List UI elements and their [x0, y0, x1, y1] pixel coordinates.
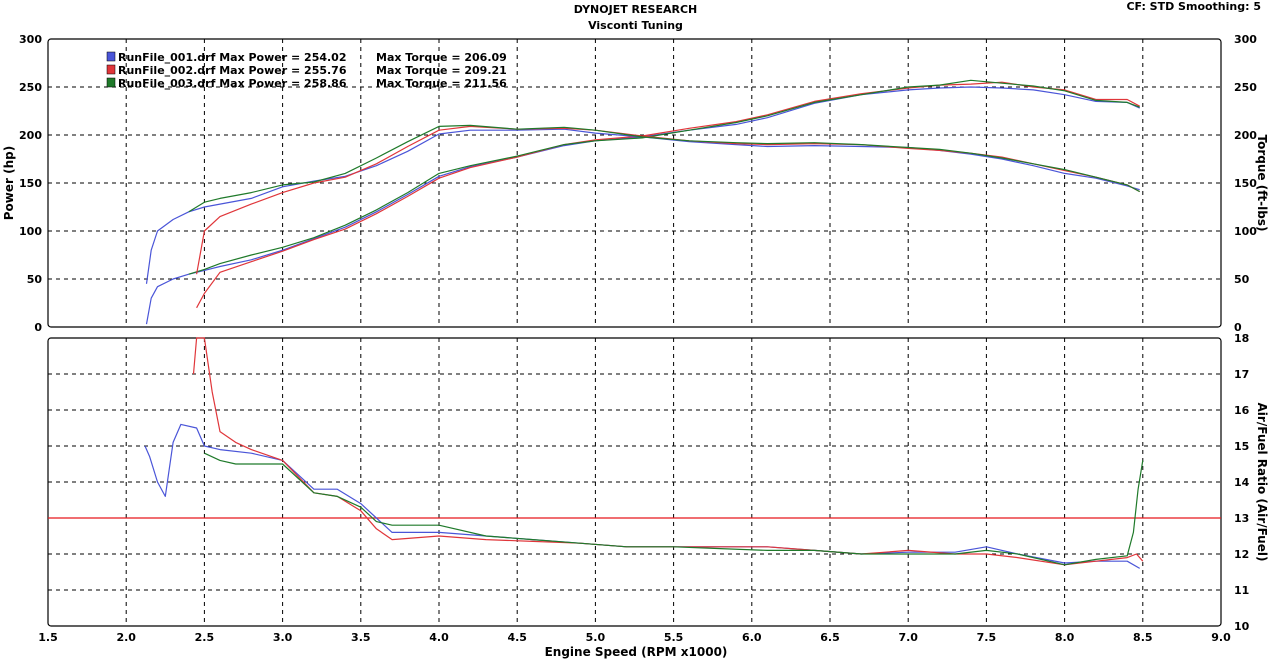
- xtick-label: 3.0: [273, 631, 293, 644]
- x-axis-label: Engine Speed (RPM x1000): [545, 645, 728, 659]
- afr-ytick-label: 18: [1234, 332, 1249, 345]
- legend-entry: RunFile_001.drf Max Power = 254.02: [118, 51, 347, 64]
- afr-ytick-label: 15: [1234, 440, 1249, 453]
- torque-ytick-label: 0: [1234, 321, 1242, 334]
- xtick-label: 7.5: [977, 631, 997, 644]
- torque-ytick-label: 300: [1234, 33, 1257, 46]
- run1-power-line: [145, 86, 1140, 325]
- xtick-label: 6.5: [820, 631, 840, 644]
- afr-ytick-label: 10: [1234, 620, 1250, 633]
- run3-afr-line: [204, 452, 1144, 566]
- legend-torque: Max Torque = 211.56: [376, 77, 507, 90]
- run1-afr-line: [144, 423, 1140, 569]
- xtick-label: 8.5: [1133, 631, 1153, 644]
- power-ytick-label: 50: [27, 273, 43, 286]
- afr-ytick-label: 17: [1234, 368, 1249, 381]
- power-ytick-label: 150: [19, 177, 42, 190]
- xtick-label: 3.5: [351, 631, 371, 644]
- xtick-label: 4.0: [429, 631, 449, 644]
- torque-ytick-label: 50: [1234, 273, 1250, 286]
- torque-ytick-label: 200: [1234, 129, 1257, 142]
- afr-ytick-label: 13: [1234, 512, 1249, 525]
- xtick-label: 5.5: [664, 631, 684, 644]
- legend-torque: Max Torque = 209.21: [376, 64, 507, 77]
- afr-ytick-label: 16: [1234, 404, 1250, 417]
- legend-swatch: [106, 51, 116, 62]
- power-axis-label: Power (hp): [2, 146, 16, 220]
- chart-title: DYNOJET RESEARCH: [573, 3, 698, 16]
- xtick-label: 6.0: [742, 631, 762, 644]
- power-ytick-label: 100: [19, 225, 42, 238]
- torque-ytick-label: 150: [1234, 177, 1257, 190]
- afr-ytick-label: 11: [1234, 584, 1249, 597]
- xtick-label: 1.5: [38, 631, 58, 644]
- torque-axis-label: Torque (ft-lbs): [1255, 135, 1269, 232]
- legend-torque: Max Torque = 206.09: [376, 51, 507, 64]
- chart-subtitle: Visconti Tuning: [588, 19, 683, 32]
- xtick-label: 4.5: [507, 631, 527, 644]
- run3-torque-line: [188, 124, 1140, 213]
- run1-torque-line: [145, 128, 1140, 284]
- power-ytick-label: 0: [34, 321, 42, 334]
- correction-factor-info: CF: STD Smoothing: 5: [1126, 0, 1261, 13]
- legend-swatch: [106, 64, 116, 75]
- legend-entry: RunFile_002.drf Max Power = 255.76: [118, 64, 347, 77]
- afr-axis-label: Air/Fuel Ratio (Air/Fuel): [1255, 403, 1269, 562]
- power-ytick-label: 200: [19, 129, 42, 142]
- xtick-label: 5.0: [586, 631, 606, 644]
- run2-afr-line: [192, 337, 1144, 566]
- xtick-label: 9.0: [1211, 631, 1231, 644]
- afr-ytick-label: 14: [1234, 476, 1250, 489]
- afr-ytick-label: 12: [1234, 548, 1249, 561]
- torque-ytick-label: 100: [1234, 225, 1257, 238]
- run3-power-line: [188, 79, 1140, 275]
- legend-swatch: [106, 77, 116, 88]
- legend-entry: RunFile_003.drf Max Power = 258.86: [118, 77, 347, 90]
- power-ytick-label: 300: [19, 33, 42, 46]
- xtick-label: 2.0: [116, 631, 136, 644]
- torque-ytick-label: 250: [1234, 81, 1257, 94]
- xtick-label: 7.0: [898, 631, 918, 644]
- xtick-label: 8.0: [1055, 631, 1075, 644]
- power-ytick-label: 250: [19, 81, 42, 94]
- xtick-label: 2.5: [195, 631, 215, 644]
